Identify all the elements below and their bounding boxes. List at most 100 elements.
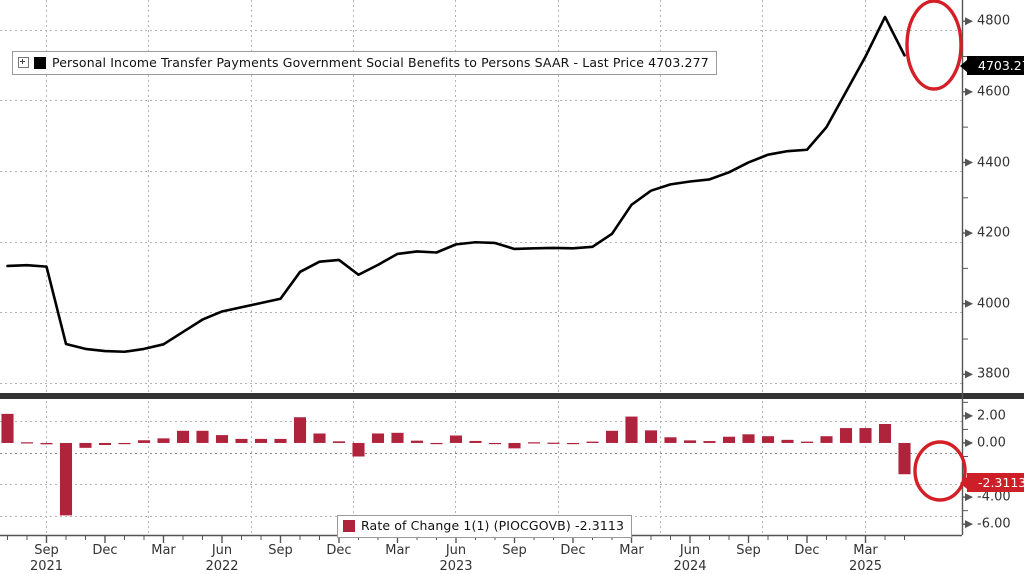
- bar: [1, 413, 14, 443]
- panel-divider: [0, 393, 1024, 399]
- bar: [430, 442, 443, 445]
- bar: [254, 438, 268, 443]
- bar: [371, 433, 385, 443]
- roc-color-swatch-icon: [343, 520, 355, 532]
- bar: [59, 442, 73, 516]
- bar: [313, 433, 326, 443]
- bar: [898, 442, 911, 475]
- bar: [391, 432, 404, 443]
- y-tick-arrow-icon: [965, 438, 973, 447]
- bar: [781, 439, 794, 443]
- bar-series-rate-of-change: [1, 413, 911, 516]
- x-axis-month-label: Jun: [445, 543, 467, 558]
- y-tick-arrow-icon: [965, 493, 973, 502]
- bar: [488, 442, 502, 445]
- y-tick-arrow-icon: [965, 87, 973, 96]
- x-axis-year-label: 2022: [205, 559, 239, 574]
- bar: [176, 430, 190, 443]
- x-axis-tick-label: Dec: [560, 543, 585, 558]
- x-axis-tick-label: Mar: [151, 543, 176, 558]
- bar: [703, 441, 716, 443]
- y-axis-ticks: [962, 17, 973, 529]
- bar: [644, 430, 658, 443]
- last-price-tag-value: 4703.277: [978, 58, 1024, 73]
- y-axis-tick-label: 4000: [977, 296, 1011, 312]
- bar: [742, 434, 755, 443]
- y-tick-arrow-icon: [965, 229, 973, 238]
- bar: [508, 442, 521, 449]
- x-axis-year-label: 2023: [439, 559, 473, 574]
- x-axis-month-label: Sep: [502, 543, 527, 558]
- x-axis-year-label: 2025: [848, 559, 883, 574]
- bar: [566, 442, 580, 445]
- bar: [800, 441, 814, 443]
- bar: [469, 440, 482, 443]
- y-tick-arrow-icon: [965, 370, 973, 379]
- bar: [683, 440, 697, 443]
- bar: [98, 442, 112, 445]
- bar: [20, 442, 34, 444]
- bar: [352, 442, 365, 457]
- bar: [293, 417, 307, 443]
- bar: [839, 428, 853, 443]
- bar: [332, 441, 346, 443]
- x-axis-tick-label: Jun 2022: [205, 543, 238, 574]
- top-panel-gridlines-horizontal: [0, 30, 962, 384]
- rate-of-change-tag-value: -2.3113: [978, 475, 1024, 490]
- x-axis-tick-label: Jun 2024: [673, 543, 706, 574]
- x-axis-tick-label: Mar: [385, 543, 410, 558]
- legend-bottom-label: Rate of Change 1(1) (PIOCGOVB) -2.3113: [361, 518, 625, 534]
- x-axis-month-label: Mar: [385, 543, 410, 558]
- x-axis-tick-label: Dec: [92, 543, 117, 558]
- line-series-personal-income: [6, 15, 906, 354]
- x-axis-tick-label: Dec: [794, 543, 819, 558]
- x-axis-year-label: 2024: [673, 559, 707, 574]
- bar: [605, 430, 619, 443]
- bar: [274, 438, 287, 443]
- bar: [878, 424, 892, 443]
- legend-top-label: Personal Income Transfer Payments Govern…: [52, 54, 709, 70]
- x-axis-month-label: Sep: [268, 543, 293, 558]
- expand-icon[interactable]: [18, 57, 29, 68]
- x-axis-month-label: Sep: [34, 543, 59, 558]
- bar: [547, 442, 560, 444]
- bar: [859, 428, 872, 443]
- legend-top-panel[interactable]: Personal Income Transfer Payments Govern…: [12, 51, 717, 75]
- highlight-ellipse-top: [905, 0, 963, 91]
- legend-bottom-panel[interactable]: Rate of Change 1(1) (PIOCGOVB) -2.3113: [337, 515, 633, 538]
- y-axis-tick-label: -6.00: [977, 516, 1011, 532]
- last-price-tag: 4703.277: [967, 56, 1024, 75]
- bar: [79, 442, 92, 448]
- x-axis-tick-label: Sep: [502, 543, 527, 558]
- x-axis-tick-label: Sep 2021: [30, 543, 63, 574]
- y-axis-tick-label: 4800: [977, 13, 1011, 29]
- bar: [196, 430, 209, 443]
- y-axis-tick-label: -4.00: [977, 489, 1011, 505]
- y-axis-tick-label: 2.00: [977, 408, 1006, 424]
- x-axis-month-label: Mar: [853, 543, 878, 558]
- bar: [586, 441, 599, 443]
- y-tick-arrow-icon: [965, 520, 973, 529]
- x-axis-tick-label: Sep: [736, 543, 761, 558]
- x-axis-month-label: Jun: [679, 543, 701, 558]
- bar: [722, 436, 736, 443]
- x-axis-month-label: Dec: [560, 543, 586, 558]
- rate-of-change-tag: -2.3113: [967, 473, 1024, 492]
- x-axis-month-label: Jun: [211, 543, 233, 558]
- y-axis-tick-label: 4400: [977, 155, 1011, 170]
- series-color-swatch-icon: [34, 56, 46, 69]
- bar: [664, 437, 677, 443]
- bar: [527, 442, 541, 444]
- bar: [157, 438, 170, 443]
- bar: [137, 440, 151, 443]
- x-axis-tick-label: Sep: [268, 543, 293, 558]
- bar: [449, 435, 463, 443]
- y-tick-arrow-icon: [965, 411, 973, 420]
- y-axis-tick-label: 3800: [977, 366, 1011, 382]
- bar: [40, 442, 53, 445]
- x-axis-month-label: Dec: [326, 543, 352, 558]
- bottom-panel-background: [0, 401, 962, 535]
- bar: [410, 440, 424, 443]
